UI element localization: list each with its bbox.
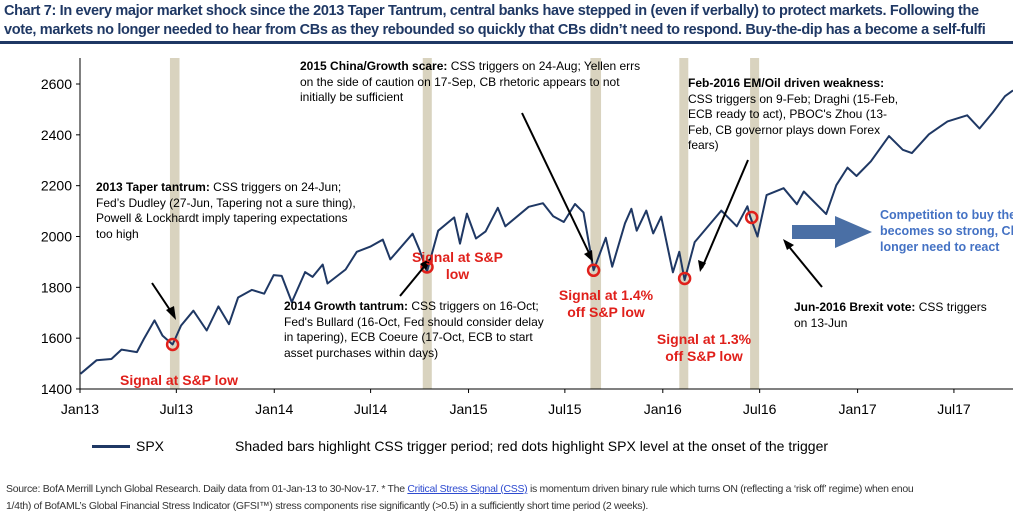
arrowhead xyxy=(420,258,431,270)
signal-label-4: Signal at 1.3% off S&P low xyxy=(656,331,752,364)
arrow-brexit xyxy=(785,242,823,288)
y-tick-label: 1600 xyxy=(41,330,72,346)
x-tick-label: Jul16 xyxy=(743,401,777,417)
signal-label-3: Signal at 1.4% off S&P low xyxy=(558,287,654,320)
arrowhead xyxy=(584,250,593,262)
annotation-taper: 2013 Taper tantrum: CSS triggers on 24-J… xyxy=(96,180,356,241)
blue-line-3: longer need to react xyxy=(880,240,1000,254)
css-link[interactable]: Critical Stress Signal (CSS) xyxy=(407,483,528,495)
x-tick-label: Jul15 xyxy=(548,401,582,417)
y-tick-label: 1400 xyxy=(41,381,72,397)
spx-series-line xyxy=(79,89,1013,375)
arrowhead xyxy=(783,239,794,250)
big-right-arrow xyxy=(792,216,872,248)
signal-dot xyxy=(586,263,601,278)
chart-title: Chart 7: In every major market shock sin… xyxy=(4,2,1013,40)
arrow-china xyxy=(521,112,591,256)
x-tick-label: Jan13 xyxy=(61,401,99,417)
arrow-2014 xyxy=(399,261,429,297)
legend-label-spx: SPX xyxy=(136,438,165,454)
source-note: Source: BofA Merrill Lynch Global Resear… xyxy=(6,481,914,515)
signal-dot xyxy=(744,210,759,225)
y-tick-label: 2600 xyxy=(41,76,72,92)
x-tick-label: Jul14 xyxy=(354,401,388,417)
signal-dot xyxy=(677,271,692,286)
arrowhead xyxy=(166,306,176,320)
blue-line-2: becomes so strong, Cl xyxy=(880,224,1013,238)
x-tick-label: Jan14 xyxy=(255,401,293,417)
arrow-feb2016 xyxy=(701,159,749,269)
y-tick-label: 1800 xyxy=(41,279,72,295)
blue-annotation: Competition to buy the becomes so strong… xyxy=(880,207,1013,255)
annotation-china: 2015 China/Growth scare: CSS triggers on… xyxy=(300,59,641,104)
title-line-1: Chart 7: In every major market shock sin… xyxy=(4,3,979,19)
source-line-2: 1/4th) of BofAML’s Global Financial Stre… xyxy=(6,500,649,512)
title-line-2: vote, markets no longer needed to hear f… xyxy=(4,22,986,38)
y-tick-label: 2000 xyxy=(41,229,72,245)
source-text: Source: BofA Merrill Lynch Global Resear… xyxy=(6,483,408,495)
x-tick-label: Jan17 xyxy=(839,401,877,417)
signal-dot xyxy=(165,337,180,352)
title-rule xyxy=(0,41,1013,44)
y-tick-label: 2200 xyxy=(41,178,72,194)
legend-note: Shaded bars highlight CSS trigger period… xyxy=(235,438,829,454)
arrowhead xyxy=(698,260,706,272)
css-trigger-shade xyxy=(169,58,180,389)
legend-swatch-spx xyxy=(92,444,130,448)
source-text-2: is momentum driven binary rule which tur… xyxy=(527,483,914,495)
css-trigger-shade xyxy=(422,58,432,389)
annotation-brexit: Jun-2016 Brexit vote: CSS triggers on 13… xyxy=(794,300,987,330)
css-trigger-shade xyxy=(590,58,602,389)
signal-label-1: Signal at S&P low xyxy=(120,372,238,388)
annotation-feb2016: Feb-2016 EM/Oil driven weakness: CSS tri… xyxy=(688,76,899,152)
y-tick-label: 2400 xyxy=(41,127,72,143)
css-trigger-shade xyxy=(679,58,689,389)
x-tick-label: Jan15 xyxy=(449,401,487,417)
signal-label-2: Signal at S&P low xyxy=(411,249,504,282)
legend: SPX xyxy=(92,438,164,454)
blue-line-1: Competition to buy the xyxy=(880,208,1013,222)
x-tick-label: Jul13 xyxy=(160,401,194,417)
x-tick-label: Jul17 xyxy=(937,401,971,417)
annotation-2014: 2014 Growth tantrum: CSS triggers on 16-… xyxy=(284,299,544,360)
x-tick-label: Jan16 xyxy=(644,401,682,417)
